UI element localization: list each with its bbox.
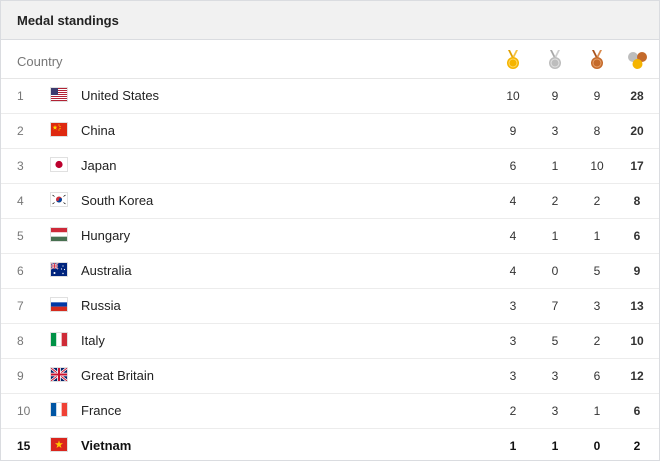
total-medals-icon bbox=[627, 49, 647, 71]
total-count: 12 bbox=[630, 369, 644, 383]
country-name: Australia bbox=[81, 263, 132, 278]
rank: 5 bbox=[17, 229, 24, 243]
country-name: Russia bbox=[81, 298, 121, 313]
total-count: 9 bbox=[633, 264, 641, 278]
silver-count: 2 bbox=[551, 194, 559, 208]
gold-count: 4 bbox=[509, 194, 517, 208]
silver-count: 5 bbox=[551, 334, 559, 348]
bronze-count: 8 bbox=[593, 124, 601, 138]
rank: 4 bbox=[17, 194, 24, 208]
rank: 10 bbox=[17, 404, 31, 418]
rank: 7 bbox=[17, 299, 24, 313]
table-row: 2 China 9 3 8 20 bbox=[1, 114, 659, 149]
country-name: Hungary bbox=[81, 228, 131, 243]
silver-count: 0 bbox=[551, 264, 559, 278]
gold-count: 9 bbox=[509, 124, 517, 138]
gold-count: 3 bbox=[509, 299, 517, 313]
table-row: 3 Japan 6 1 10 17 bbox=[1, 149, 659, 184]
france-flag-icon bbox=[50, 402, 68, 417]
country-name: Italy bbox=[81, 333, 105, 348]
table-row: 7 Russia 3 7 3 13 bbox=[1, 289, 659, 324]
table-row: 9 Great Britain 3 3 6 12 bbox=[1, 359, 659, 394]
japan-flag-icon bbox=[50, 157, 68, 172]
table-header: Country bbox=[1, 40, 659, 79]
table-row: 4 South Korea 4 2 2 8 bbox=[1, 184, 659, 219]
total-count: 20 bbox=[630, 124, 644, 138]
bronze-count: 1 bbox=[593, 229, 601, 243]
rank: 1 bbox=[17, 89, 24, 103]
gold-count: 3 bbox=[509, 334, 517, 348]
total-count: 6 bbox=[633, 229, 641, 243]
country-column-header: Country bbox=[17, 54, 63, 69]
gold-count: 1 bbox=[509, 439, 517, 453]
silver-count: 9 bbox=[551, 89, 559, 103]
country-name: France bbox=[81, 403, 122, 418]
total-count: 17 bbox=[630, 159, 644, 173]
gold-count: 4 bbox=[509, 229, 517, 243]
standings-table-body: 1 United States 10 9 9 28 2 China 9 3 8 20 3 Japan 6 1 1… bbox=[1, 79, 659, 463]
bronze-count: 10 bbox=[590, 159, 604, 173]
country-name: United States bbox=[81, 88, 160, 103]
country-name: Japan bbox=[81, 158, 117, 173]
bronze-count: 2 bbox=[593, 334, 601, 348]
rank: 2 bbox=[17, 124, 24, 138]
silver-count: 3 bbox=[551, 404, 559, 418]
table-row: 10 France 2 3 1 6 bbox=[1, 394, 659, 429]
bronze-count: 2 bbox=[593, 194, 601, 208]
silver-count: 7 bbox=[551, 299, 559, 313]
country-name: Great Britain bbox=[81, 368, 154, 383]
gold-count: 3 bbox=[509, 369, 517, 383]
russia-flag-icon bbox=[50, 297, 68, 312]
gold-count: 10 bbox=[506, 89, 520, 103]
rank: 3 bbox=[17, 159, 24, 173]
silver-count: 1 bbox=[551, 229, 559, 243]
table-row: 6 Australia 4 0 5 9 bbox=[1, 254, 659, 289]
total-count: 6 bbox=[633, 404, 641, 418]
rank: 6 bbox=[17, 264, 24, 278]
country-name: Vietnam bbox=[81, 438, 132, 453]
bronze-count: 1 bbox=[593, 404, 601, 418]
great-britain-flag-icon bbox=[50, 367, 68, 382]
bronze-count: 9 bbox=[593, 89, 601, 103]
total-count: 13 bbox=[630, 299, 644, 313]
silver-count: 1 bbox=[551, 159, 559, 173]
rank: 15 bbox=[17, 439, 31, 453]
silver-medal-icon bbox=[545, 49, 565, 71]
china-flag-icon bbox=[50, 122, 68, 137]
vietnam-flag-icon bbox=[50, 437, 68, 452]
total-count: 10 bbox=[630, 334, 644, 348]
australia-flag-icon bbox=[50, 262, 68, 277]
table-row: 15 Vietnam 1 1 0 2 bbox=[1, 429, 659, 463]
bronze-count: 6 bbox=[593, 369, 601, 383]
gold-count: 2 bbox=[509, 404, 517, 418]
bronze-count: 5 bbox=[593, 264, 601, 278]
hungary-flag-icon bbox=[50, 227, 68, 242]
silver-count: 1 bbox=[551, 439, 559, 453]
table-row: 8 Italy 3 5 2 10 bbox=[1, 324, 659, 359]
total-count: 8 bbox=[633, 194, 641, 208]
table-row: 1 United States 10 9 9 28 bbox=[1, 79, 659, 114]
south-korea-flag-icon bbox=[50, 192, 68, 207]
rank: 9 bbox=[17, 369, 24, 383]
total-count: 2 bbox=[633, 439, 641, 453]
panel-title: Medal standings bbox=[1, 1, 659, 40]
bronze-medal-icon bbox=[587, 49, 607, 71]
gold-count: 6 bbox=[509, 159, 517, 173]
country-name: South Korea bbox=[81, 193, 154, 208]
us-flag-icon bbox=[50, 87, 68, 102]
bronze-count: 3 bbox=[593, 299, 601, 313]
silver-count: 3 bbox=[551, 124, 559, 138]
country-name: China bbox=[81, 123, 115, 138]
table-row: 5 Hungary 4 1 1 6 bbox=[1, 219, 659, 254]
italy-flag-icon bbox=[50, 332, 68, 347]
rank: 8 bbox=[17, 334, 24, 348]
gold-medal-icon bbox=[503, 49, 523, 71]
gold-count: 4 bbox=[509, 264, 517, 278]
total-count: 28 bbox=[630, 89, 644, 103]
silver-count: 3 bbox=[551, 369, 559, 383]
bronze-count: 0 bbox=[593, 439, 601, 453]
